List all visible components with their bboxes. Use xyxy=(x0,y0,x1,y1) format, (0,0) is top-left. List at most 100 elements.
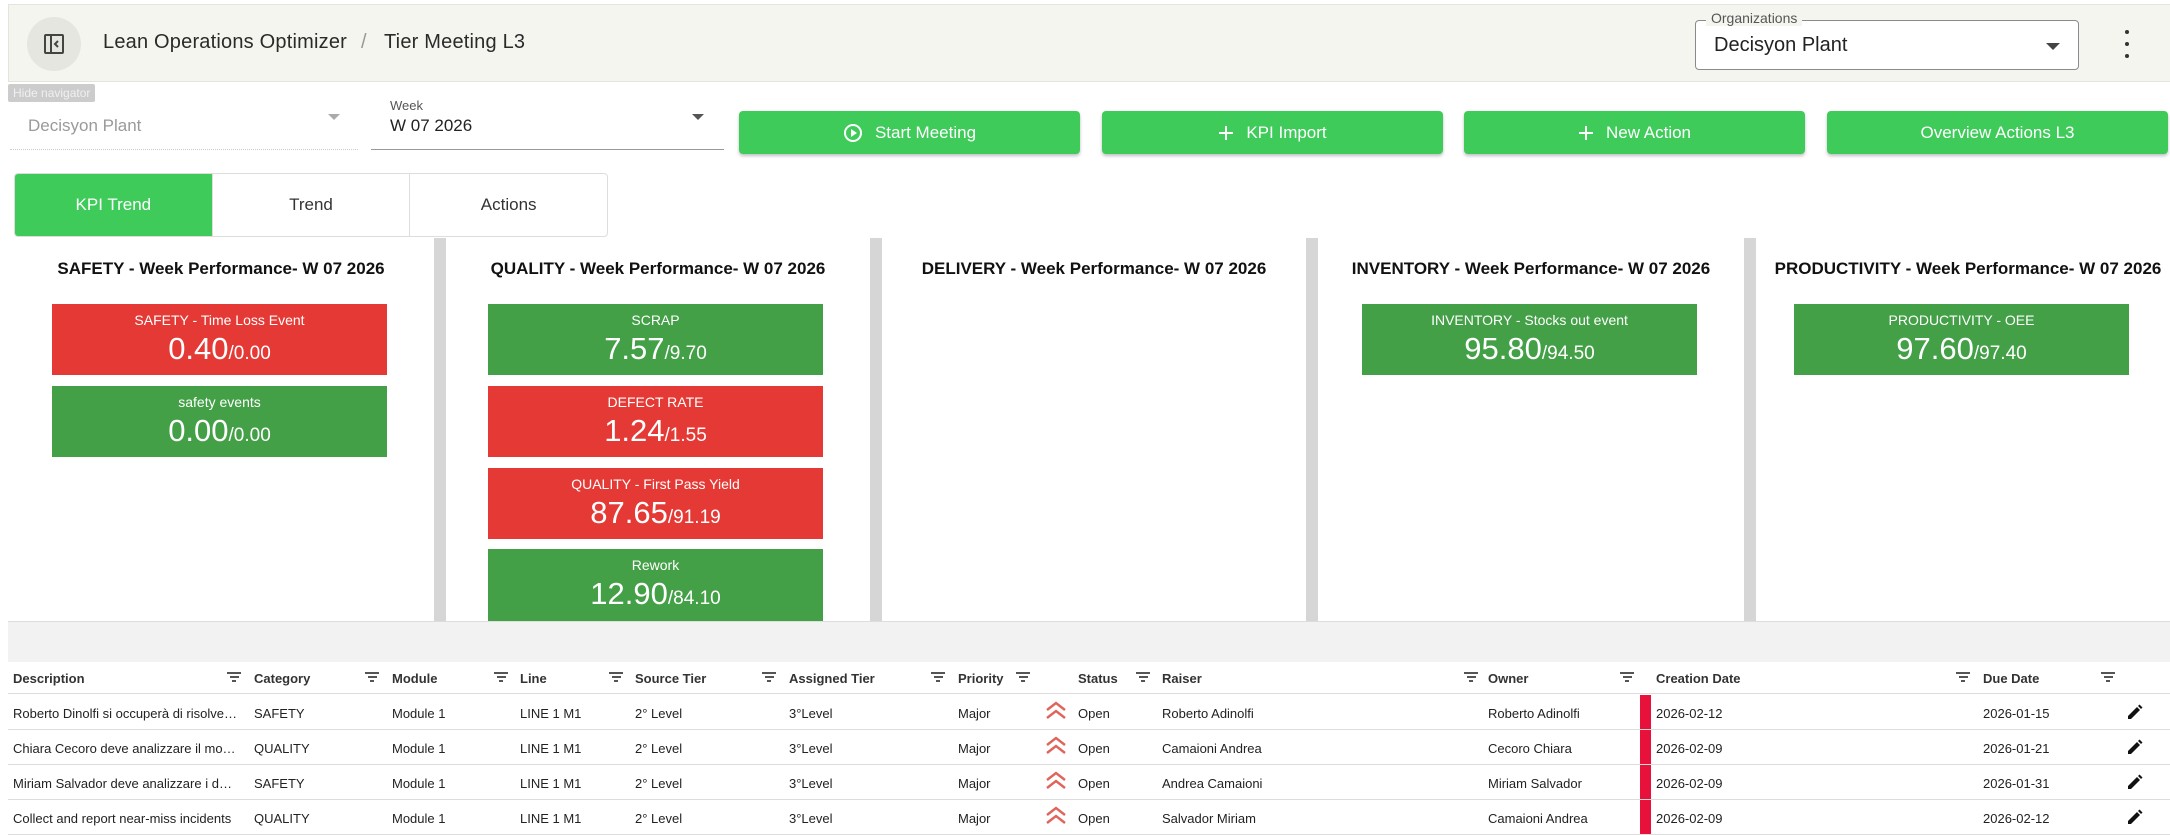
plant-select: Decisyon Plant xyxy=(10,92,358,150)
table-row[interactable]: Miriam Salvador deve analizzare i dati d… xyxy=(8,765,2170,800)
kpi-card[interactable]: SAFETY - Time Loss Event 0.40/0.00 xyxy=(52,304,387,375)
edit-icon[interactable] xyxy=(2126,808,2144,831)
kpi-name: Rework xyxy=(631,557,680,573)
play-circle-icon xyxy=(843,123,862,142)
kpi-name: DEFECT RATE xyxy=(607,394,704,410)
filter-icon[interactable] xyxy=(227,672,241,683)
kpi-target: /0.00 xyxy=(228,425,271,446)
tab-kpi-trend[interactable]: KPI Trend xyxy=(15,174,213,236)
column-header-status[interactable]: Status xyxy=(1078,671,1118,686)
cell-description: Miriam Salvador deve analizzare i dati d… xyxy=(13,776,238,791)
new-action-button[interactable]: New Action xyxy=(1464,111,1805,154)
overdue-indicator xyxy=(1640,695,1651,729)
safety-panel: SAFETY - Week Performance- W 07 2026 SAF… xyxy=(8,238,434,621)
cell-due-date: 2026-02-12 xyxy=(1983,811,2050,826)
kpi-value: 7.57 xyxy=(604,331,665,366)
kpi-value: 1.24 xyxy=(604,413,665,448)
overdue-indicator xyxy=(1640,800,1651,834)
cell-due-date: 2026-01-21 xyxy=(1983,741,2050,756)
tab-actions[interactable]: Actions xyxy=(480,195,537,214)
filter-icon[interactable] xyxy=(2101,672,2115,683)
plant-select-value: Decisyon Plant xyxy=(28,116,142,135)
column-header-description[interactable]: Description xyxy=(13,671,85,686)
overdue-indicator xyxy=(1640,730,1651,764)
kpi-card[interactable]: INVENTORY - Stocks out event 95.80/94.50 xyxy=(1362,304,1697,375)
table-row[interactable]: Roberto Dinolfi si occuperà di risolvere… xyxy=(8,695,2170,730)
kpi-target: /97.40 xyxy=(1973,343,2027,364)
cell-due-date: 2026-01-31 xyxy=(1983,776,2050,791)
column-header-module[interactable]: Module xyxy=(392,671,438,686)
week-select[interactable]: Week W 07 2026 xyxy=(371,92,724,150)
filter-icon[interactable] xyxy=(1956,672,1970,683)
kpi-card[interactable]: safety events 0.00/0.00 xyxy=(52,386,387,457)
kpi-card[interactable]: PRODUCTIVITY - OEE 97.60/97.40 xyxy=(1794,304,2129,375)
filter-icon[interactable] xyxy=(1016,672,1030,683)
cell-creation-date: 2026-02-12 xyxy=(1656,706,1723,721)
cell-raiser: Camaioni Andrea xyxy=(1162,741,1262,756)
column-header-due-date[interactable]: Due Date xyxy=(1983,671,2040,686)
filter-icon[interactable] xyxy=(931,672,945,683)
table-row[interactable]: Collect and report near-miss incidents QU… xyxy=(8,800,2170,835)
kpi-value: 97.60 xyxy=(1896,331,1974,366)
kpi-card[interactable]: Rework 12.90/84.10 xyxy=(488,549,823,621)
priority-high-icon xyxy=(1044,735,1068,762)
column-header-creation-date[interactable]: Creation Date xyxy=(1656,671,1741,686)
kpi-import-button[interactable]: KPI Import xyxy=(1102,111,1443,154)
kpi-target: /94.50 xyxy=(1541,343,1595,364)
column-header-owner[interactable]: Owner xyxy=(1488,671,1529,686)
start-meeting-button[interactable]: Start Meeting xyxy=(739,111,1080,154)
cell-description: Roberto Dinolfi si occuperà di risolvere… xyxy=(13,706,238,721)
filter-icon[interactable] xyxy=(365,672,379,683)
kpi-target: /9.70 xyxy=(664,343,707,364)
toggle-navigator-button[interactable] xyxy=(27,17,81,71)
start-meeting-label: Start Meeting xyxy=(874,122,977,142)
filter-icon[interactable] xyxy=(1464,672,1478,683)
kpi-name: INVENTORY - Stocks out event xyxy=(1431,312,1628,328)
cell-priority: Major xyxy=(958,741,991,756)
cell-owner: Camaioni Andrea xyxy=(1488,811,1588,826)
filter-icon[interactable] xyxy=(494,672,508,683)
cell-owner: Cecoro Chiara xyxy=(1488,741,1572,756)
cell-creation-date: 2026-02-09 xyxy=(1656,741,1723,756)
filter-icon[interactable] xyxy=(609,672,623,683)
filter-icon[interactable] xyxy=(762,672,776,683)
edit-icon[interactable] xyxy=(2126,738,2144,761)
column-header-assigned-tier[interactable]: Assigned Tier xyxy=(789,671,875,686)
cell-module: Module 1 xyxy=(392,776,446,791)
table-row[interactable]: Chiara Cecoro deve analizzare il motivo Q… xyxy=(8,730,2170,765)
overview-actions-label: Overview Actions L3 xyxy=(1920,122,2075,142)
overview-actions-button[interactable]: Overview Actions L3 xyxy=(1827,111,2168,154)
cell-description: Chiara Cecoro deve analizzare il motivo xyxy=(13,741,238,756)
cell-priority: Major xyxy=(958,776,991,791)
cell-module: Module 1 xyxy=(392,741,446,756)
column-header-line[interactable]: Line xyxy=(520,671,547,686)
tab-trend[interactable]: Trend xyxy=(213,174,411,236)
panel-title: SAFETY - Week Performance- W 07 2026 xyxy=(57,259,385,278)
kpi-card[interactable]: DEFECT RATE 1.24/1.55 xyxy=(488,386,823,457)
kpi-card[interactable]: SCRAP 7.57/9.70 xyxy=(488,304,823,375)
kpi-card[interactable]: QUALITY - First Pass Yield 87.65/91.19 xyxy=(488,468,823,539)
column-header-source-tier[interactable]: Source Tier xyxy=(635,671,707,686)
breadcrumb-app[interactable]: Lean Operations Optimizer xyxy=(103,31,348,53)
delivery-panel: DELIVERY - Week Performance- W 07 2026 xyxy=(882,238,1306,621)
table-toolbar xyxy=(8,621,2170,662)
priority-high-icon xyxy=(1044,700,1068,727)
cell-source-tier: 2° Level xyxy=(635,741,683,756)
panel-title: INVENTORY - Week Performance- W 07 2026 xyxy=(1351,259,1711,278)
cell-module: Module 1 xyxy=(392,811,446,826)
panel-title: DELIVERY - Week Performance- W 07 2026 xyxy=(921,259,1267,278)
column-header-priority[interactable]: Priority xyxy=(958,671,1004,686)
organization-select[interactable]: Organizations Decisyon Plant xyxy=(1695,10,2079,70)
cell-owner: Roberto Adinolfi xyxy=(1488,706,1580,721)
edit-icon[interactable] xyxy=(2126,703,2144,726)
cell-raiser: Andrea Camaioni xyxy=(1162,776,1263,791)
cell-description: Collect and report near-miss incidents xyxy=(13,811,232,826)
filter-icon[interactable] xyxy=(1136,672,1150,683)
kpi-target: /84.10 xyxy=(667,588,721,609)
column-header-category[interactable]: Category xyxy=(254,671,311,686)
chevron-down-icon xyxy=(328,114,340,120)
column-header-raiser[interactable]: Raiser xyxy=(1162,671,1202,686)
more-menu-icon[interactable] xyxy=(2122,30,2132,58)
filter-icon[interactable] xyxy=(1620,672,1634,683)
edit-icon[interactable] xyxy=(2126,773,2144,796)
